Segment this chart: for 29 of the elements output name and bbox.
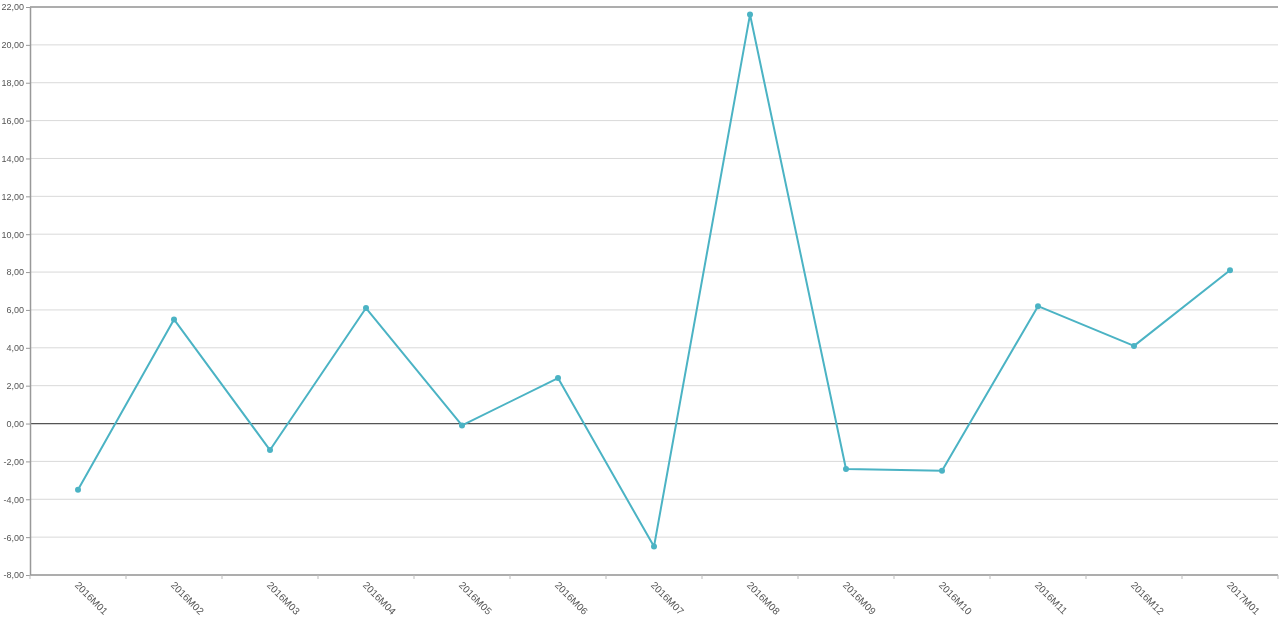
point <box>363 305 369 312</box>
y-tick-label: 4,00 <box>6 343 24 354</box>
y-tick-label: 12,00 <box>1 191 24 202</box>
y-tick-label: 8,00 <box>6 267 24 278</box>
y-tick-label: 6,00 <box>6 305 24 316</box>
y-tick-label: 16,00 <box>1 115 24 126</box>
point <box>555 375 561 382</box>
point <box>747 11 753 18</box>
y-tick-label: 20,00 <box>1 40 24 51</box>
point <box>939 467 945 474</box>
point <box>843 465 849 472</box>
y-tick-label: -4,00 <box>3 494 24 505</box>
point <box>171 316 177 323</box>
y-tick-label: 14,00 <box>1 153 24 164</box>
y-tick-label: 10,00 <box>1 229 24 240</box>
point <box>459 422 465 429</box>
y-tick-label: 22,00 <box>1 2 24 13</box>
point <box>267 447 273 454</box>
point <box>1035 303 1041 310</box>
point <box>75 486 81 493</box>
y-tick-label: -6,00 <box>3 532 24 543</box>
y-tick-label: 2,00 <box>6 381 24 392</box>
y-tick-label: -8,00 <box>3 570 24 581</box>
point <box>651 543 657 550</box>
y-tick-label: 0,00 <box>6 418 24 429</box>
point <box>1227 267 1233 274</box>
y-tick-label: -2,00 <box>3 456 24 467</box>
point <box>1131 342 1137 349</box>
y-tick-label: 18,00 <box>1 78 24 89</box>
